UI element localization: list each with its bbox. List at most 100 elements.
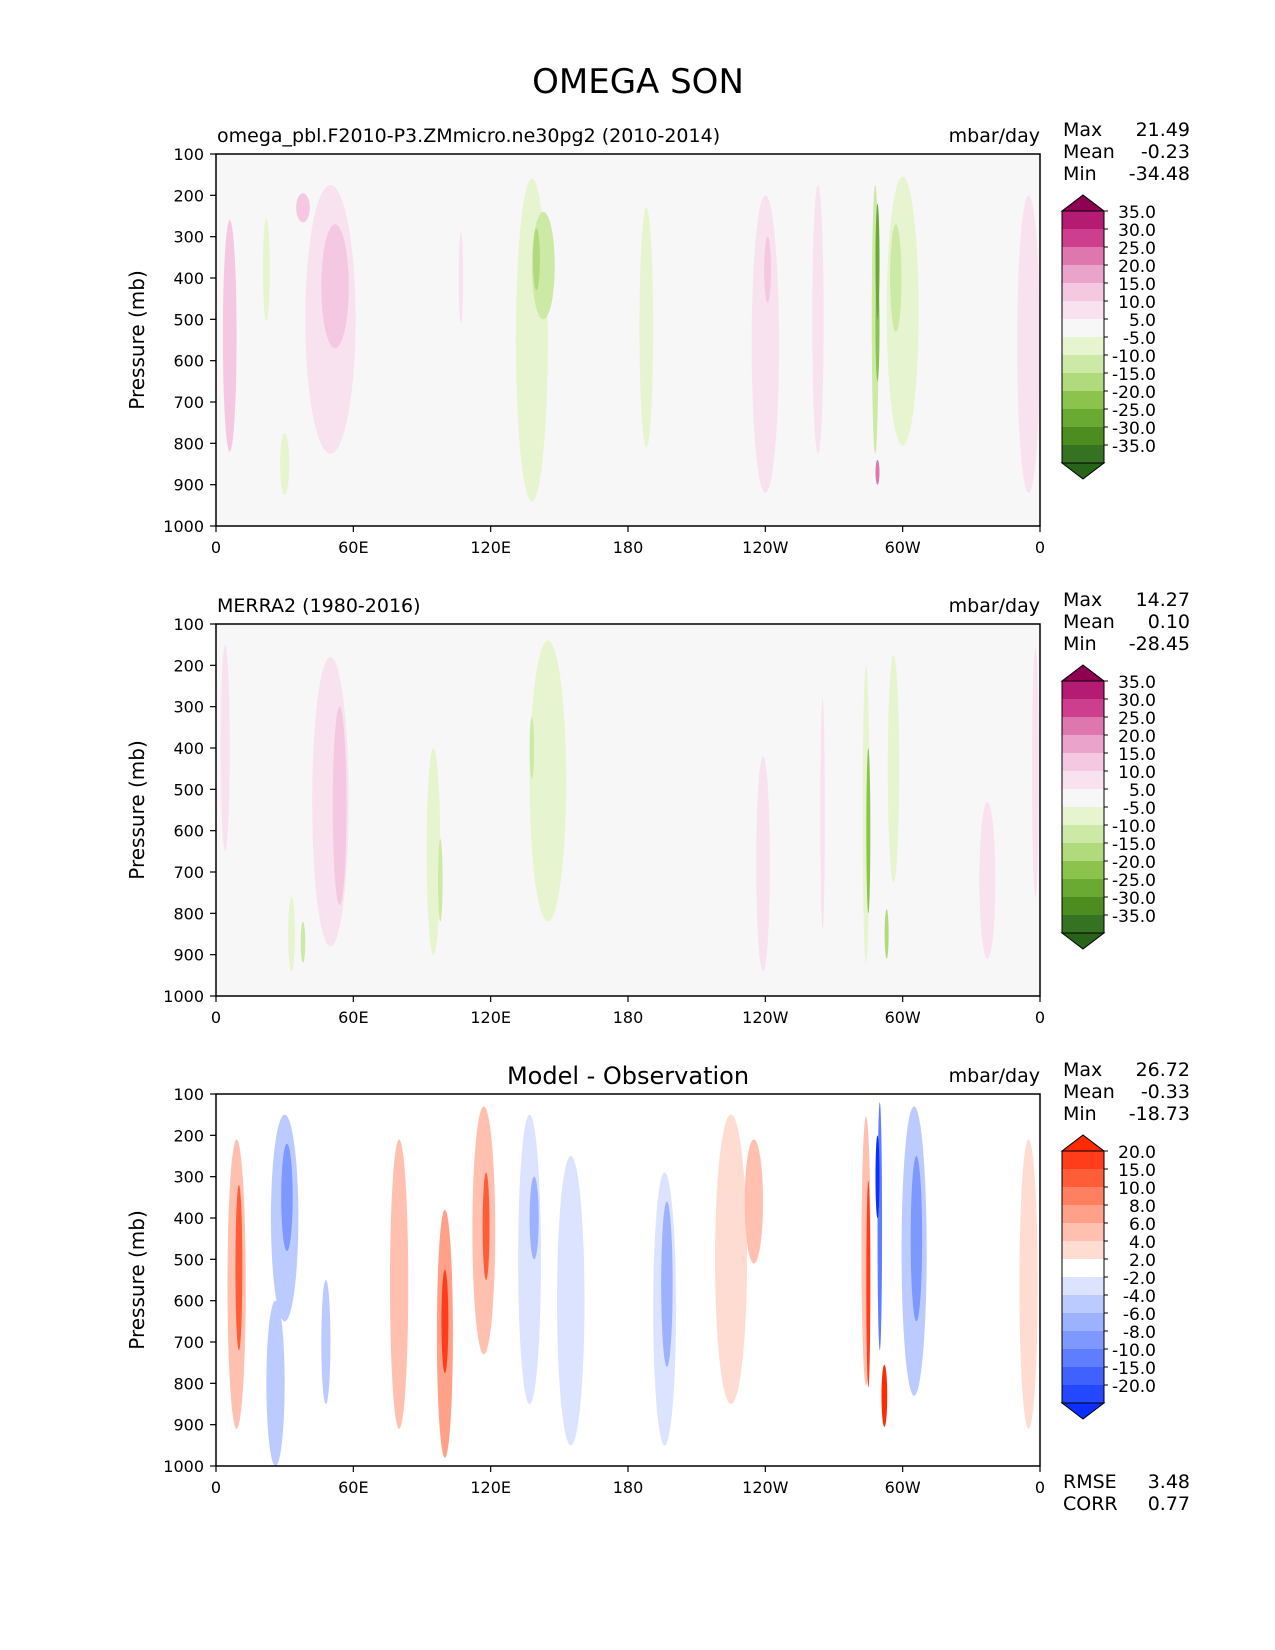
contour-region <box>438 838 443 922</box>
colorbar-tick-label: -35.0 <box>1112 907 1156 927</box>
contour-region <box>875 203 880 320</box>
colorbar-bin <box>1062 373 1104 391</box>
contour-region <box>220 644 230 852</box>
y-tick-label: 700 <box>173 863 204 882</box>
colorbar-bin <box>1062 717 1104 735</box>
contour-region <box>1017 195 1040 493</box>
colorbar-tick-label: -10.0 <box>1112 1341 1156 1361</box>
panel-2: MERRA2 (1980-2016) mbar/day 100 200 300 400 50… <box>125 589 1190 1027</box>
contour-region <box>426 748 441 955</box>
colorbar-bin <box>1062 735 1104 753</box>
x-tick-label: 60E <box>338 1478 368 1497</box>
contour-region <box>321 224 349 349</box>
colorbar-bin <box>1062 211 1104 229</box>
stat-min-value: -18.73 <box>1129 1103 1190 1125</box>
colorbar-tick-label: -20.0 <box>1112 383 1156 403</box>
colorbar-tick-label: -25.0 <box>1112 401 1156 421</box>
contour-region <box>714 1114 748 1405</box>
colorbar-tick-label: 15.0 <box>1118 275 1156 295</box>
stat-mean-value: -0.23 <box>1141 141 1190 163</box>
colorbar-tick-label: -6.0 <box>1123 1305 1156 1325</box>
contour-region <box>756 756 770 972</box>
contour-region <box>533 228 540 291</box>
colorbar-bin <box>1062 897 1104 915</box>
y-axis-label: Pressure (mb) <box>125 1210 149 1350</box>
colorbar-tick-label: 15.0 <box>1118 1161 1156 1181</box>
y-axis-label: Pressure (mb) <box>125 270 149 410</box>
y-tick-label: 800 <box>173 434 204 453</box>
contour-region <box>1031 648 1039 897</box>
colorbar-bin <box>1062 789 1104 807</box>
colorbar-bin <box>1062 825 1104 843</box>
colorbar-bin <box>1062 1187 1104 1205</box>
y-tick-label: 900 <box>173 1416 204 1435</box>
contour-region <box>518 1114 542 1405</box>
rmse-label: RMSE <box>1063 1471 1117 1493</box>
contour-region <box>866 1180 871 1388</box>
x-tick-label: 0 <box>1035 1478 1045 1497</box>
colorbar-top-extend <box>1060 194 1106 212</box>
colorbar-top-extend <box>1060 664 1106 682</box>
contour-region <box>764 236 772 303</box>
x-tick-label: 0 <box>1035 1008 1045 1027</box>
contour-region <box>266 1300 285 1466</box>
y-tick-label: 200 <box>173 186 204 205</box>
colorbar-tick-label: -20.0 <box>1112 853 1156 873</box>
colorbar-tick-label: 6.0 <box>1129 1215 1156 1235</box>
colorbar-bin <box>1062 427 1104 445</box>
figure-title: OMEGA SON <box>532 62 744 102</box>
x-tick-label: 180 <box>613 1008 644 1027</box>
stat-mean-label: Mean <box>1063 141 1115 163</box>
x-tick-label: 120W <box>742 538 789 557</box>
y-tick-label: 600 <box>173 1292 204 1311</box>
y-tick-label: 1000 <box>163 517 204 536</box>
contour-region <box>332 706 347 906</box>
colorbar-bin <box>1062 247 1104 265</box>
stat-min-label: Min <box>1063 633 1097 655</box>
contour-region <box>262 218 270 322</box>
contour-region <box>887 655 900 883</box>
colorbar-tick-label: 35.0 <box>1118 673 1156 693</box>
y-tick-label: 400 <box>173 739 204 758</box>
contour-region <box>441 1269 449 1374</box>
colorbar-bin <box>1062 1313 1104 1331</box>
colorbar-tick-label: 5.0 <box>1129 311 1156 331</box>
corr-value: 0.77 <box>1148 1493 1190 1515</box>
contour-region <box>881 1364 888 1427</box>
y-tick-label: 800 <box>173 904 204 923</box>
colorbar-bin <box>1062 301 1104 319</box>
x-tick-label: 60E <box>338 1008 368 1027</box>
stat-max-label: Max <box>1063 119 1102 141</box>
x-tick-label: 60W <box>885 1008 921 1027</box>
y-tick-label: 300 <box>173 698 204 717</box>
colorbar-bin <box>1062 753 1104 771</box>
colorbar-tick-label: 35.0 <box>1118 203 1156 223</box>
contour-region <box>222 220 237 452</box>
colorbar-tick-label: -5.0 <box>1123 799 1156 819</box>
stat-min-label: Min <box>1063 163 1097 185</box>
colorbar-bin <box>1062 699 1104 717</box>
colorbar-bin <box>1062 879 1104 897</box>
contour-region <box>661 1201 673 1367</box>
colorbar-tick-label: 30.0 <box>1118 221 1156 241</box>
colorbar-bottom-extend <box>1060 932 1106 950</box>
contour-region <box>529 640 567 922</box>
colorbar-bin <box>1062 1295 1104 1313</box>
contour-region <box>529 717 535 779</box>
y-tick-label: 500 <box>173 1250 204 1269</box>
y-tick-label: 400 <box>173 269 204 288</box>
colorbar-bin <box>1062 1385 1104 1403</box>
contour-region <box>866 748 871 914</box>
panel-1: omega_pbl.F2010-P3.ZMmicro.ne30pg2 (2010… <box>125 119 1190 557</box>
y-tick-label: 900 <box>173 946 204 965</box>
y-tick-label: 500 <box>173 310 204 329</box>
colorbar-bin <box>1062 807 1104 825</box>
colorbar-bin <box>1062 1367 1104 1385</box>
stat-max-value: 14.27 <box>1136 589 1190 611</box>
colorbar-bin <box>1062 409 1104 427</box>
colorbar-bin <box>1062 1169 1104 1187</box>
colorbar-tick-label: 25.0 <box>1118 709 1156 729</box>
colorbar-bin <box>1062 1241 1104 1259</box>
panel-title: omega_pbl.F2010-P3.ZMmicro.ne30pg2 (2010… <box>217 125 720 147</box>
y-tick-label: 100 <box>173 145 204 164</box>
